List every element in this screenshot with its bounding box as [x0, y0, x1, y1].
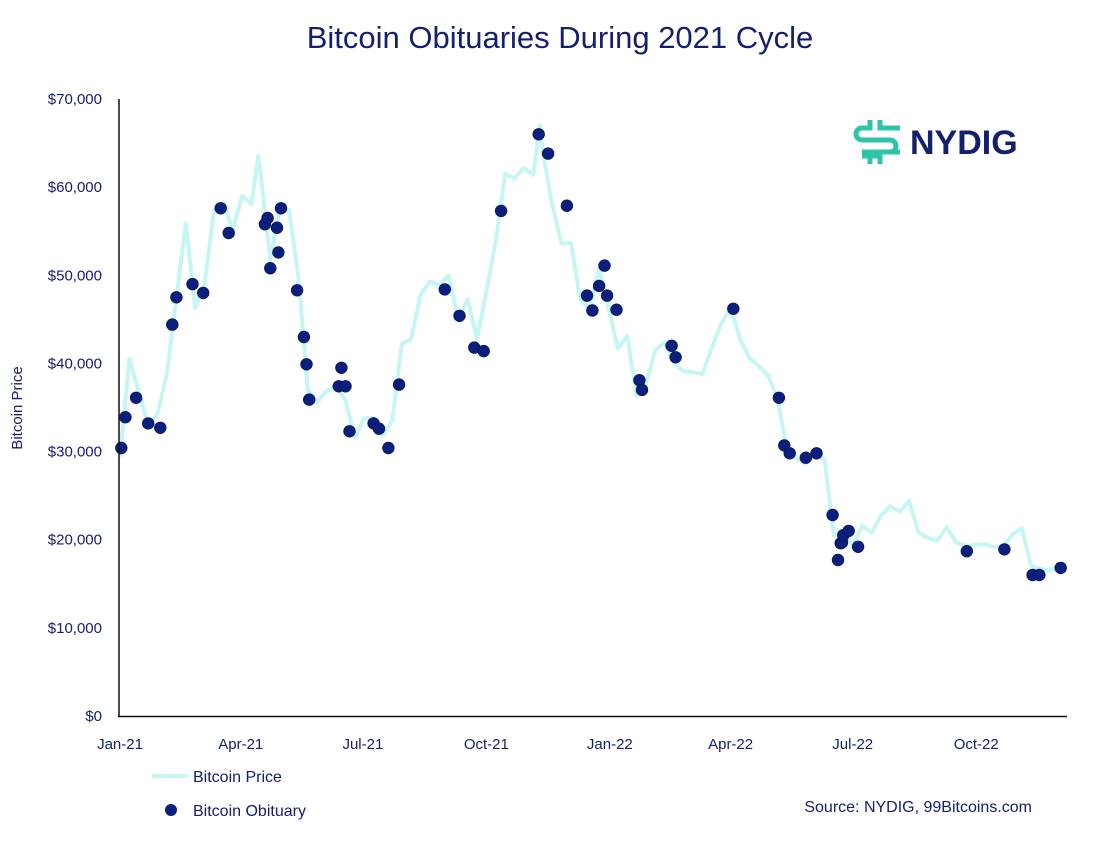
- y-tick-label: $30,000: [48, 444, 102, 461]
- y-tick-label: $70,000: [48, 91, 102, 108]
- obituary-point: [382, 441, 395, 455]
- obituary-point: [799, 451, 813, 464]
- obituary-point: [532, 128, 545, 141]
- y-tick-label: $40,000: [48, 355, 102, 372]
- legend: Bitcoin Price Bitcoin Obituary: [152, 769, 306, 820]
- obituary-point: [343, 425, 356, 438]
- obituary-point: [274, 202, 288, 215]
- obituary-point: [810, 447, 823, 460]
- obituary-point: [727, 302, 740, 316]
- obituary-point: [998, 543, 1011, 556]
- obituary-point: [477, 344, 490, 358]
- obituary-point: [264, 262, 277, 275]
- obituary-point: [270, 221, 284, 234]
- obituary-point: [665, 339, 678, 353]
- obituary-point: [438, 283, 452, 296]
- obituary-point: [272, 246, 285, 259]
- obituary-point: [592, 279, 606, 293]
- x-tick-label: Apr-21: [218, 736, 263, 753]
- obituary-point: [826, 508, 839, 522]
- obituary-point: [141, 417, 155, 430]
- y-tick-label: $60,000: [48, 179, 102, 196]
- x-tick-label: Oct-21: [464, 736, 509, 753]
- obituary-point: [166, 318, 179, 331]
- logo-text: NYDIG: [910, 124, 1018, 162]
- x-tick-label: Jan-22: [587, 736, 633, 753]
- obituary-point: [772, 391, 786, 405]
- obituary-point: [170, 291, 183, 304]
- obituary-point: [610, 303, 623, 316]
- obituary-point: [300, 358, 313, 371]
- obituary-point: [560, 199, 574, 212]
- obituary-point: [1054, 561, 1067, 575]
- y-tick-label: $20,000: [48, 532, 102, 549]
- obituary-point: [335, 361, 348, 375]
- legend-obituary-swatch: [165, 804, 177, 816]
- chart-title: Bitcoin Obituaries During 2021 Cycle: [307, 20, 814, 55]
- obituary-point: [129, 391, 143, 405]
- obituary-point: [303, 393, 316, 406]
- obituary-point: [453, 309, 466, 323]
- obituary-point: [222, 226, 235, 240]
- source-note: Source: NYDIG, 99Bitcoins.com: [804, 799, 1032, 816]
- obituary-point: [842, 524, 855, 538]
- obituary-point: [186, 277, 199, 291]
- legend-obituary-label: Bitcoin Obituary: [193, 803, 306, 820]
- obituary-point: [339, 380, 352, 393]
- obituary-point: [541, 147, 555, 160]
- obituary-point: [851, 540, 865, 554]
- y-axis-label: Bitcoin Price: [9, 366, 26, 449]
- obituary-point: [960, 545, 974, 558]
- obituary-point: [196, 286, 210, 300]
- legend-price-label: Bitcoin Price: [193, 769, 282, 786]
- x-tick-label: Jan-21: [97, 736, 143, 753]
- obituary-point: [115, 441, 128, 455]
- obituary-point: [635, 383, 649, 397]
- obituary-point: [580, 289, 594, 302]
- obituary-point: [494, 204, 508, 218]
- obituary-point: [297, 330, 311, 344]
- obituary-point: [372, 422, 386, 435]
- y-tick-label: $10,000: [48, 620, 102, 637]
- obituary-point: [598, 259, 611, 272]
- x-tick-label: Jul-21: [342, 736, 383, 753]
- obituary-point: [154, 421, 167, 435]
- nydig-logo: NYDIG: [853, 120, 1018, 164]
- obituary-point: [669, 351, 682, 364]
- y-tick-label: $0: [85, 708, 102, 725]
- obituary-point: [783, 447, 796, 460]
- obituary-point: [261, 211, 274, 225]
- x-tick-label: Jul-22: [832, 736, 873, 753]
- y-tick-label: $50,000: [48, 267, 102, 284]
- x-tick-label: Apr-22: [708, 736, 753, 753]
- obituary-point: [831, 553, 845, 567]
- obituary-point: [290, 284, 304, 297]
- obituary-point: [119, 411, 132, 424]
- obituary-point: [214, 202, 227, 215]
- nydig-logo-mark-icon: [853, 120, 900, 164]
- obituary-point: [586, 304, 599, 317]
- price-line: [118, 123, 1064, 573]
- obituary-point: [392, 378, 406, 391]
- obituary-point: [600, 289, 614, 302]
- obituary-point: [1033, 568, 1046, 582]
- x-tick-label: Oct-22: [954, 736, 999, 753]
